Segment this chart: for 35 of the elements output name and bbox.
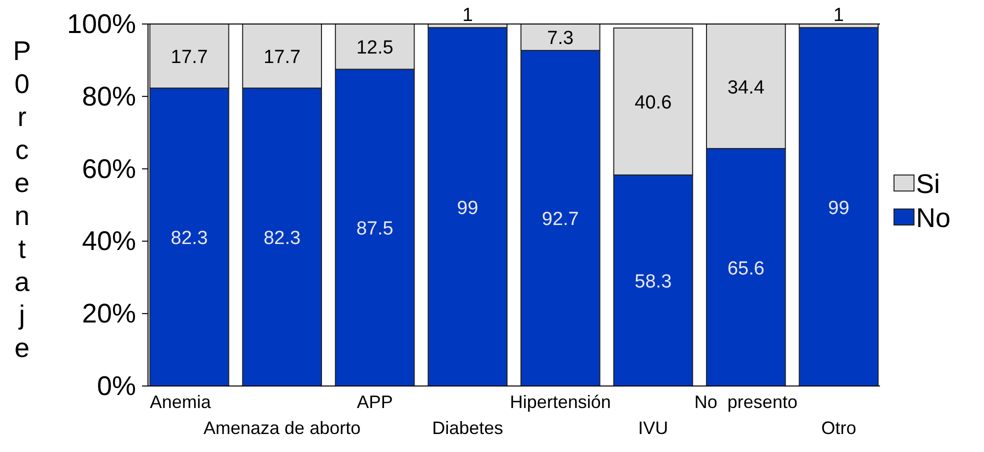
legend-label: No <box>916 203 951 233</box>
x-tick-label: IVU <box>638 418 668 438</box>
data-label: 65.6 <box>727 258 764 280</box>
x-tick-label: Amenaza de aborto <box>204 418 361 438</box>
x-tick-label: APP <box>356 392 393 412</box>
data-label: 82.3 <box>264 228 301 250</box>
x-tick-label: Otro <box>821 418 856 438</box>
x-tick-label: Hipertensión <box>510 392 611 412</box>
data-label: 34.4 <box>727 77 765 98</box>
data-label: 1 <box>462 5 473 26</box>
y-tick-label: 60% <box>82 154 136 184</box>
data-label: 99 <box>457 198 478 219</box>
bar <box>798 27 879 386</box>
y-tick-label: 20% <box>82 298 136 329</box>
y-tick-label: 80% <box>82 81 136 112</box>
data-label: 58.3 <box>634 271 672 292</box>
data-label: 99 <box>828 198 850 219</box>
y-tick-label: 0% <box>96 371 136 401</box>
data-label: 87.5 <box>356 218 394 240</box>
y-tick-label: 40% <box>82 226 136 256</box>
data-label: 92.7 <box>542 209 579 230</box>
x-tick-label: Diabetes <box>432 418 504 438</box>
data-label: 1 <box>833 5 844 26</box>
data-label: 40.6 <box>634 92 672 114</box>
data-label: 17.7 <box>264 47 301 68</box>
data-label: 7.3 <box>547 28 574 50</box>
x-tick-label: No presento <box>694 392 798 412</box>
legend-label: Si <box>916 169 940 199</box>
bar <box>428 27 508 386</box>
data-label: 17.7 <box>170 47 208 68</box>
data-label: 82.3 <box>170 228 208 250</box>
x-tick-label: Anemia <box>150 392 212 412</box>
data-label: 12.5 <box>356 38 394 59</box>
text: P0rcentaje <box>12 36 32 363</box>
y-tick-label: 100% <box>66 9 136 39</box>
